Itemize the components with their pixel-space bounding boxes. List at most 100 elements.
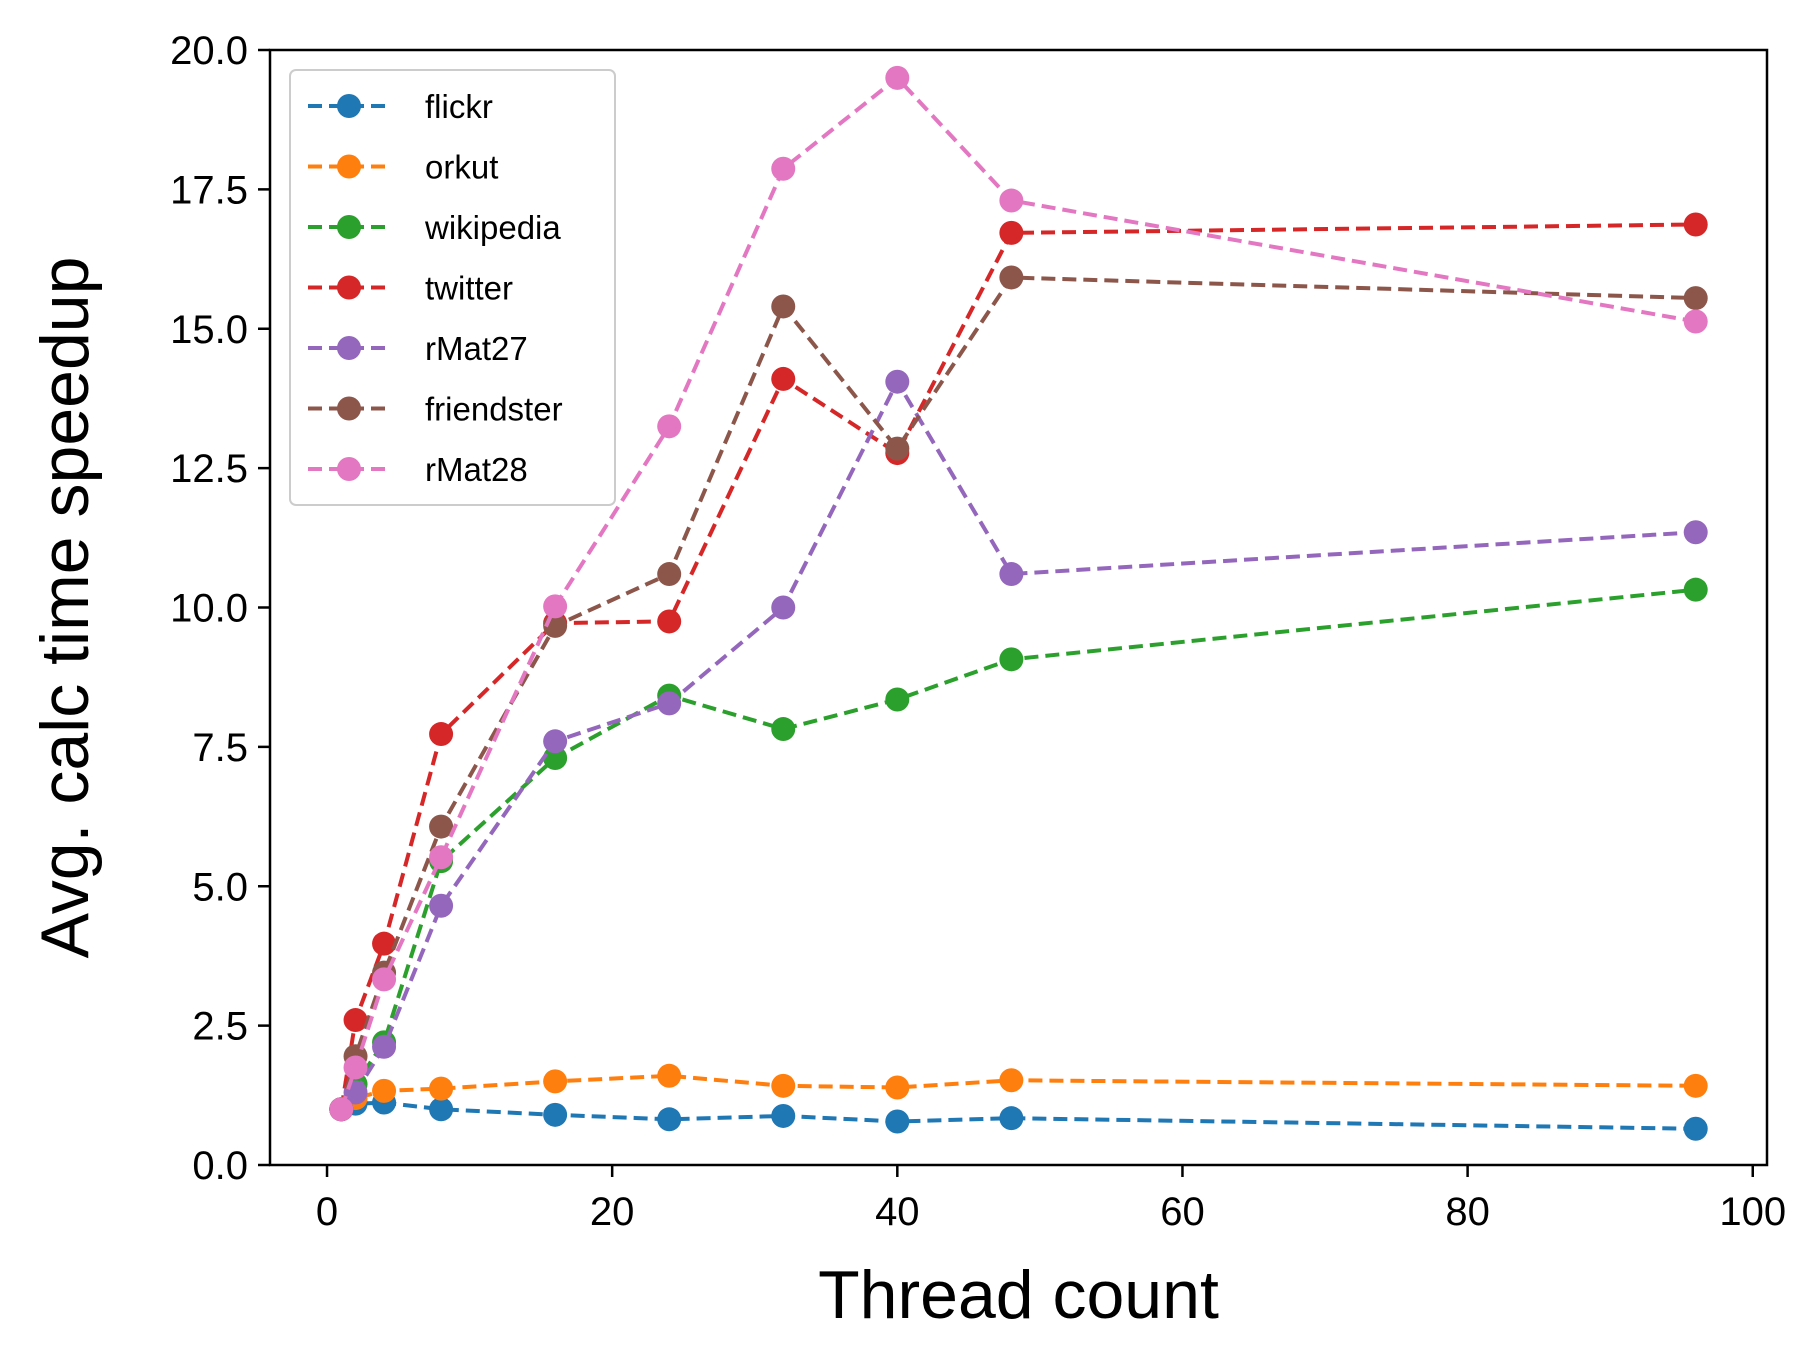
legend-box <box>289 69 616 506</box>
data-point <box>885 1075 910 1100</box>
legend-item: rMat27 <box>308 330 528 367</box>
data-point <box>885 65 910 90</box>
data-point <box>657 414 682 439</box>
x-tick-label: 20 <box>590 1190 635 1234</box>
data-point <box>885 687 910 712</box>
series-line <box>339 275 1696 1110</box>
data-point <box>999 1106 1024 1131</box>
data-point <box>429 1076 454 1101</box>
y-tick-label: 0.0 <box>192 1144 248 1188</box>
x-tick-label: 40 <box>875 1190 920 1234</box>
data-point <box>1683 520 1708 545</box>
data-point <box>885 436 910 461</box>
y-tick-label: 7.5 <box>192 726 248 770</box>
data-point <box>999 265 1024 290</box>
series-line <box>339 377 1696 1111</box>
y-tick-label: 17.5 <box>170 168 248 212</box>
y-tick-label: 12.5 <box>170 447 248 491</box>
x-tick-label: 0 <box>316 1190 338 1234</box>
data-point <box>372 967 397 992</box>
data-point <box>771 1103 796 1128</box>
data-point <box>543 1102 568 1127</box>
data-point <box>771 595 796 620</box>
series-rMat27 <box>329 369 1708 1122</box>
x-tick-label: 100 <box>1719 1190 1786 1234</box>
series-line <box>339 222 1696 1110</box>
data-point <box>1683 286 1708 311</box>
data-point <box>372 931 397 956</box>
legend-marker <box>337 275 361 300</box>
legend-marker <box>337 94 361 118</box>
data-point <box>343 1008 368 1033</box>
data-point <box>329 1097 354 1122</box>
data-point <box>1683 309 1708 334</box>
legend-label: friendster <box>425 391 563 428</box>
legend-label: flickr <box>425 88 493 125</box>
data-point <box>429 845 454 870</box>
data-point <box>1683 212 1708 237</box>
y-tick-label: 15.0 <box>170 308 248 352</box>
data-point <box>1683 1073 1708 1098</box>
data-point <box>657 562 682 587</box>
data-point <box>543 1069 568 1094</box>
y-axis: 0.0 2.5 5.0 7.5 10.0 12.5 15.0 17.5 20.0 <box>170 29 270 1188</box>
series-layer <box>329 65 1708 1141</box>
data-point <box>999 188 1024 213</box>
y-tick-label: 10.0 <box>170 587 248 631</box>
y-tick-label: 2.5 <box>192 1005 248 1049</box>
legend-label: rMat28 <box>425 451 528 488</box>
data-point <box>999 647 1024 672</box>
legend-label: rMat27 <box>425 330 528 367</box>
data-point <box>999 562 1024 587</box>
data-point <box>1683 577 1708 602</box>
y-axis-title: Avg. calc time speedup <box>27 257 103 959</box>
y-tick-label: 5.0 <box>192 865 248 909</box>
data-point <box>771 294 796 319</box>
data-point <box>657 609 682 634</box>
legend-item: flickr <box>308 88 493 125</box>
data-point <box>657 691 682 716</box>
data-point <box>771 366 796 391</box>
x-tick-label: 80 <box>1445 1190 1490 1234</box>
data-point <box>657 1107 682 1132</box>
legend-marker <box>337 396 361 421</box>
legend-item: friendster <box>308 391 563 428</box>
data-point <box>372 1078 397 1103</box>
data-point <box>771 717 796 742</box>
series-line <box>340 1100 1696 1131</box>
legend-label: orkut <box>425 149 498 186</box>
series-line <box>340 1073 1696 1111</box>
data-point <box>429 814 454 839</box>
legend-item: wikipedia <box>308 209 561 246</box>
data-point <box>999 220 1024 245</box>
data-point <box>429 1097 454 1122</box>
legend-item: twitter <box>308 270 513 307</box>
data-point <box>429 893 454 918</box>
x-axis: 0 20 40 60 80 100 <box>316 1165 1786 1234</box>
legend-marker <box>337 154 361 179</box>
series-rMat28 <box>329 65 1708 1122</box>
legend-label: twitter <box>425 270 513 307</box>
x-axis-title: Thread count <box>818 1257 1219 1333</box>
legend-marker <box>337 457 361 481</box>
data-point <box>372 1034 397 1059</box>
data-point <box>771 1073 796 1098</box>
data-point <box>657 1063 682 1088</box>
data-point <box>543 746 568 771</box>
data-point <box>771 156 796 181</box>
legend: flickr orkut wikipedia twitter rMat27 friends… <box>289 69 616 506</box>
legend-item: rMat28 <box>308 451 528 488</box>
series-flickr <box>329 1090 1708 1141</box>
series-orkut <box>329 1063 1708 1122</box>
data-point <box>543 729 568 754</box>
series-line <box>339 587 1696 1111</box>
data-point <box>999 1068 1024 1093</box>
data-point <box>885 1109 910 1134</box>
legend-marker <box>337 336 361 360</box>
data-point <box>429 722 454 747</box>
x-tick-label: 60 <box>1160 1190 1205 1234</box>
data-point <box>343 1055 368 1080</box>
y-tick-label: 20.0 <box>170 29 248 73</box>
data-point <box>885 369 910 394</box>
